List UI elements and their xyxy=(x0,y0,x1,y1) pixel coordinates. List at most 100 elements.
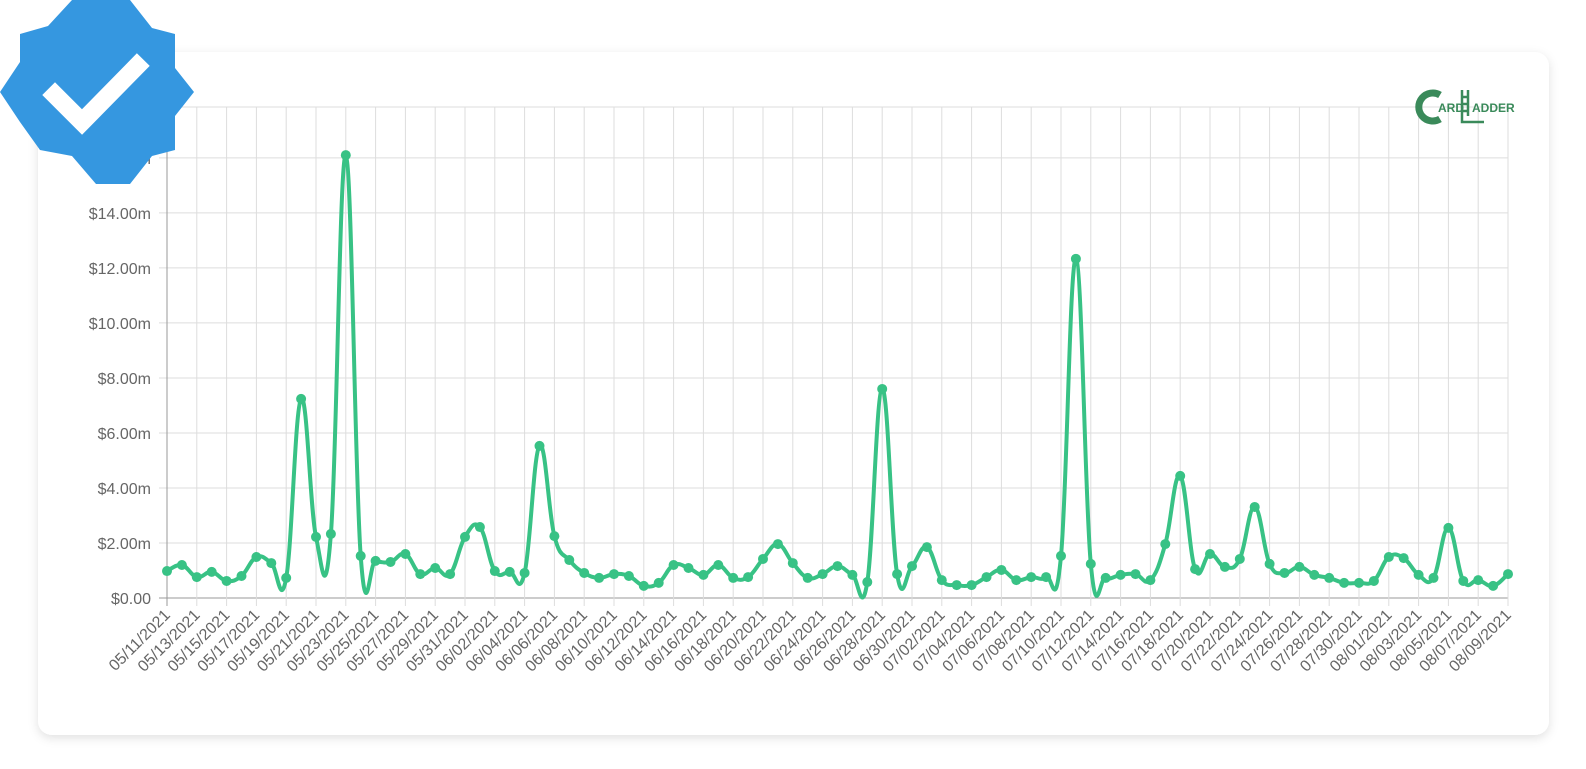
point xyxy=(415,569,426,580)
card xyxy=(38,52,1549,735)
point xyxy=(460,531,470,542)
point xyxy=(296,393,307,404)
point xyxy=(1056,550,1066,561)
point xyxy=(370,555,381,566)
point xyxy=(1398,553,1409,564)
point xyxy=(1488,580,1499,591)
point xyxy=(877,383,888,394)
point xyxy=(430,563,441,574)
point xyxy=(1324,572,1335,583)
point xyxy=(1100,572,1111,583)
point xyxy=(668,559,679,570)
point xyxy=(1264,558,1275,569)
point xyxy=(996,564,1007,575)
logo: ARD ADDER xyxy=(1415,89,1515,125)
y-tick-label: $4.00m xyxy=(98,481,151,498)
point xyxy=(445,569,456,580)
y-tick-label: $10.00m xyxy=(89,316,151,333)
point xyxy=(1130,569,1141,580)
point xyxy=(892,569,903,580)
point xyxy=(638,580,649,591)
y-tick-label: $12.00m xyxy=(89,261,151,278)
point xyxy=(355,550,366,561)
point xyxy=(504,566,515,577)
point xyxy=(519,567,530,578)
point xyxy=(162,566,172,577)
point xyxy=(743,572,754,583)
point xyxy=(862,577,873,588)
point xyxy=(221,575,232,586)
logo-c xyxy=(1415,89,1442,125)
logo-l xyxy=(1460,90,1484,124)
point xyxy=(1145,575,1156,586)
line xyxy=(166,153,1510,600)
badge-check xyxy=(42,53,150,135)
point xyxy=(340,150,351,161)
point xyxy=(683,563,694,574)
point xyxy=(1249,501,1260,512)
point xyxy=(1205,548,1215,559)
point xyxy=(921,542,932,553)
point xyxy=(400,548,411,559)
logo-text: ARD xyxy=(1438,101,1464,115)
point xyxy=(206,566,217,577)
point xyxy=(1503,569,1513,580)
point xyxy=(191,572,202,583)
point xyxy=(772,539,783,550)
point xyxy=(623,570,634,581)
point xyxy=(966,580,977,591)
point xyxy=(325,528,336,539)
point xyxy=(1190,564,1201,575)
point xyxy=(653,577,664,588)
y-tick-label: $14.00m xyxy=(89,206,151,223)
point xyxy=(1279,567,1290,578)
point xyxy=(609,569,619,580)
point xyxy=(1458,575,1469,586)
point xyxy=(1309,569,1320,580)
point xyxy=(1443,522,1454,533)
point xyxy=(907,561,917,572)
point xyxy=(385,556,396,567)
y-tick-label: $6.00m xyxy=(98,426,151,443)
point xyxy=(1354,577,1364,588)
point xyxy=(1011,575,1022,586)
point xyxy=(802,572,813,583)
badge-star xyxy=(0,0,194,184)
point xyxy=(1219,561,1230,572)
verified-badge xyxy=(0,0,194,184)
y-tick-label: $2.00m xyxy=(98,536,151,553)
point xyxy=(266,558,277,569)
point xyxy=(981,572,992,583)
point xyxy=(1041,572,1052,583)
point xyxy=(534,440,545,451)
point xyxy=(847,569,858,580)
point xyxy=(1070,253,1081,264)
point xyxy=(474,522,485,533)
point xyxy=(1294,561,1305,572)
point xyxy=(817,569,828,580)
logo-text: ADDER xyxy=(1472,101,1515,115)
point xyxy=(1368,575,1379,586)
point xyxy=(251,552,262,563)
point xyxy=(1026,572,1037,583)
point xyxy=(787,558,798,569)
point xyxy=(936,575,947,586)
point xyxy=(1115,569,1126,580)
point xyxy=(713,559,724,570)
point xyxy=(832,561,843,572)
y-tick-label: $0.00 xyxy=(111,591,151,608)
point xyxy=(281,572,292,583)
point xyxy=(594,572,605,583)
point xyxy=(1234,553,1245,564)
point xyxy=(564,555,575,566)
point xyxy=(489,566,500,577)
point xyxy=(1413,569,1424,580)
point xyxy=(549,531,560,542)
point xyxy=(698,569,709,580)
point xyxy=(1473,575,1484,586)
point xyxy=(1175,470,1186,481)
point xyxy=(728,572,739,583)
point xyxy=(176,559,187,570)
point xyxy=(1383,552,1394,563)
